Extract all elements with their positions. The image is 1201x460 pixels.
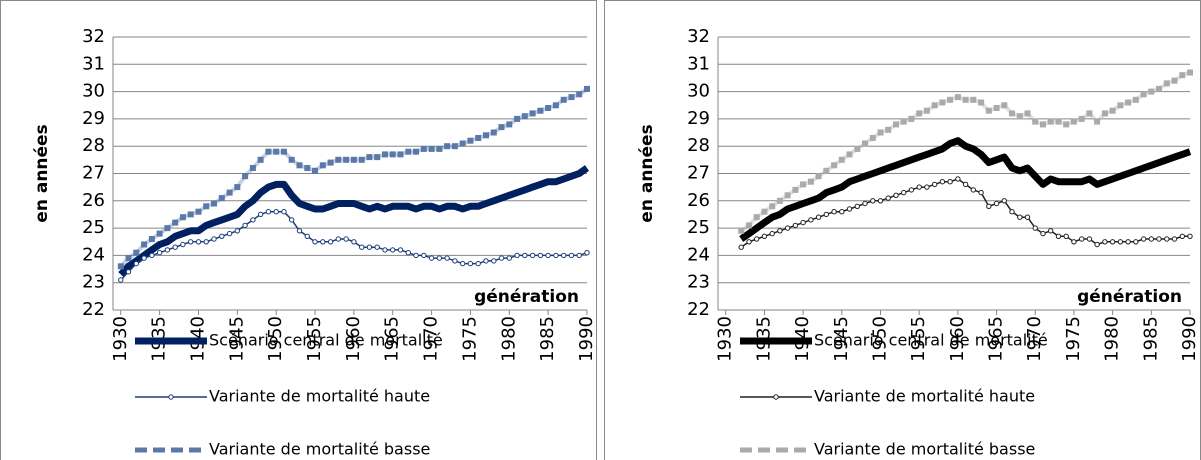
y-tick-label: 24 [82,244,105,265]
x-tick-label: 1990 [576,316,597,362]
x-tick-label: 1970 [421,316,442,362]
x-tick-label: 1965 [382,316,403,362]
y-tick-label: 22 [687,299,710,320]
legend-marker [168,394,174,400]
panel-frame [0,0,597,460]
y-tick-label: 22 [82,299,105,320]
legend-label: Scénario central de mortalité [209,331,443,350]
x-tick-label: 1945 [226,316,247,362]
series-line [738,69,1193,234]
legend-label: Variante de mortalité haute [814,387,1035,406]
y-tick-label: 31 [82,53,105,74]
x-tick-label: 1985 [537,316,558,362]
x-tick-label: 1930 [110,316,131,362]
series-line [118,165,590,277]
y-tick-label: 31 [687,53,710,74]
y-tick-label: 27 [82,163,105,184]
y-tick-label: 26 [687,190,710,211]
y-tick-label: 25 [687,217,710,238]
x-tick-label: 1980 [498,316,519,362]
x-tick-label: 1985 [1140,316,1161,362]
x-tick-label: 1955 [304,316,325,362]
y-tick-label: 32 [82,26,105,47]
annotation: génération [1077,287,1182,307]
y-tick-label: 32 [687,26,710,47]
y-tick-label: 29 [82,108,105,129]
x-tick-label: 1970 [1024,316,1045,362]
y-tick-label: 23 [82,272,105,293]
x-tick-label: 1965 [986,316,1007,362]
y-tick-label: 29 [687,108,710,129]
y-tick-label: 25 [82,217,105,238]
y-axis-label: en années [637,124,657,222]
series-line [117,85,590,270]
x-tick-label: 1950 [265,316,286,362]
x-tick-label: 1950 [869,316,890,362]
series-line [118,208,590,283]
x-tick-label: 1960 [947,316,968,362]
y-tick-label: 23 [687,272,710,293]
x-tick-label: 1960 [343,316,364,362]
x-tick-label: 1930 [715,316,736,362]
x-tick-label: 1945 [831,316,852,362]
y-tick-label: 30 [687,81,710,102]
x-tick-label: 1975 [1063,316,1084,362]
y-tick-label: 26 [82,190,105,211]
x-tick-label: 1990 [1179,316,1200,362]
y-tick-label: 28 [82,135,105,156]
annotation: génération [474,287,579,307]
legend-marker [773,394,779,400]
legend-label: Scénario central de mortalité [814,331,1048,350]
series-line [739,137,1192,242]
y-tick-label: 30 [82,81,105,102]
y-tick-label: 24 [687,244,710,265]
legend-label: Variante de mortalité haute [209,387,430,406]
series-line [738,176,1193,250]
x-tick-label: 1955 [908,316,929,362]
y-axis-label: en années [32,124,52,222]
x-tick-label: 1980 [1102,316,1123,362]
x-tick-label: 1975 [459,316,480,362]
y-tick-label: 27 [687,163,710,184]
legend-label: Variante de mortalité basse [209,440,430,459]
legend-label: Variante de mortalité basse [814,440,1035,459]
y-tick-label: 28 [687,135,710,156]
